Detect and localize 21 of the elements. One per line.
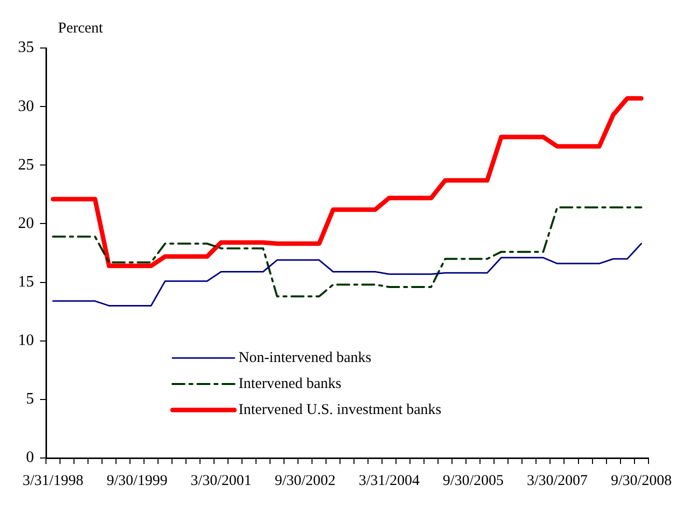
- x-tick-label: 9/30/1999: [106, 472, 168, 489]
- x-tick-label: 9/30/2002: [274, 472, 336, 489]
- x-tick-label: 3/30/2007: [526, 472, 588, 489]
- x-tick-label: 3/30/2001: [190, 472, 252, 489]
- x-tick-label: 9/30/2005: [442, 472, 504, 489]
- legend-label: Intervened U.S. investment banks: [238, 402, 442, 418]
- y-tick-label: 0: [26, 449, 34, 466]
- legend-label: Intervened banks: [238, 376, 342, 392]
- y-tick-label: 25: [18, 156, 34, 174]
- y-tick-label: 30: [18, 98, 34, 115]
- line-series: [52, 206, 642, 298]
- x-tick-label: 3/31/2004: [358, 472, 420, 489]
- y-tick-label: 35: [18, 39, 34, 56]
- x-tick-label: 9/30/2008: [610, 472, 672, 489]
- y-axis-title: Percent: [58, 20, 104, 36]
- y-tick-label: 5: [26, 390, 34, 408]
- x-tick-label: 3/31/1998: [22, 472, 84, 489]
- y-tick-label: 20: [18, 214, 34, 232]
- y-tick-label: 15: [18, 273, 34, 290]
- y-tick-label: 10: [18, 332, 34, 350]
- legend-label: Non-intervened banks: [238, 350, 372, 366]
